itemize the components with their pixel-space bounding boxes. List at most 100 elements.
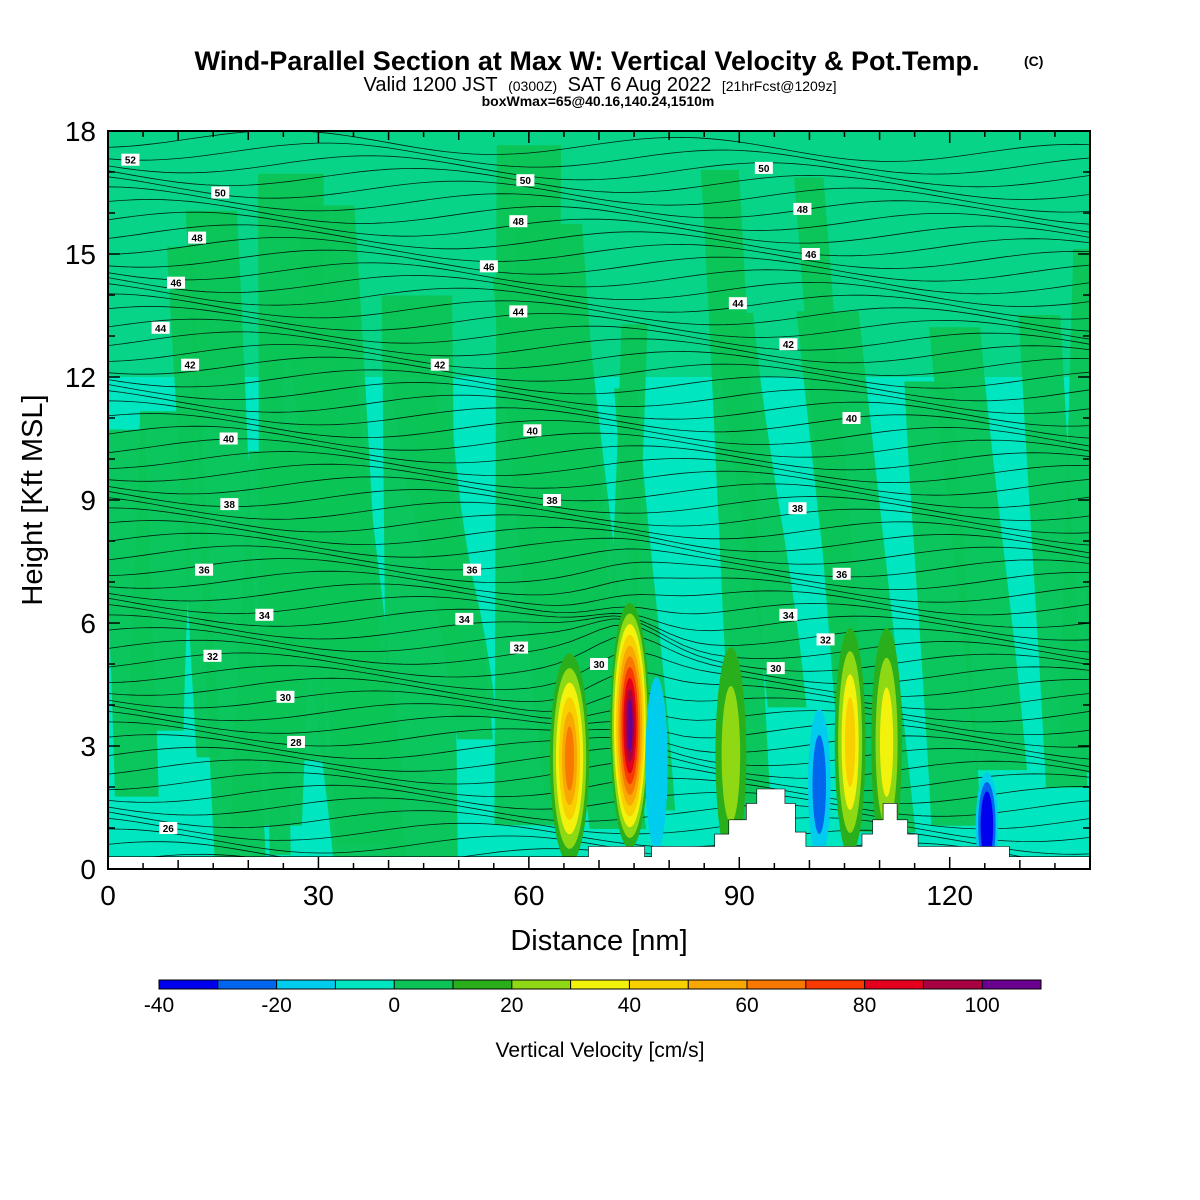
contour-label-bg: [766, 662, 785, 675]
theta-contour: [108, 545, 1090, 578]
theta-contour: [108, 186, 1090, 225]
colorbar-tick-label: -20: [261, 994, 291, 1017]
contour-label: 44: [732, 299, 744, 310]
contour-label: 30: [593, 660, 605, 671]
theta-contour: [108, 390, 1090, 427]
colorbar-tick-label: 60: [735, 994, 758, 1017]
colorbar-swatch: [747, 980, 806, 989]
subtitle-date: SAT 6 Aug 2022: [568, 74, 712, 96]
x-tick-label: 90: [724, 880, 755, 911]
theta-contour: [108, 558, 1090, 591]
field-streak: [904, 381, 981, 826]
contour-label-bg: [463, 563, 482, 576]
field-streak: [280, 432, 408, 863]
theta-contour: [108, 211, 1090, 244]
theta-contour: [108, 142, 1090, 175]
colorbar-swatch: [511, 980, 571, 989]
theta-contour: [108, 155, 1090, 188]
contour-label-bg: [510, 641, 529, 654]
contour-label: 28: [290, 738, 302, 749]
y-axis-title: Height [Kft MSL]: [17, 394, 49, 605]
box-wmax-info: boxWmax=65@40.16,140.24,1510m: [482, 93, 715, 109]
contour-label: 38: [224, 500, 236, 511]
contour-label: 50: [215, 189, 227, 200]
contour-label-bg: [842, 412, 861, 424]
contour-label-bg: [728, 297, 747, 310]
theta-contour: [108, 382, 1090, 414]
contour-label-bg: [211, 186, 230, 199]
contour-label: 50: [758, 164, 770, 175]
contour-label: 42: [434, 361, 446, 372]
contour-label-bg: [523, 424, 542, 437]
colorbar-swatch: [982, 980, 1041, 989]
colorbar-swatch: [570, 980, 630, 989]
theta-contour: [108, 167, 1090, 200]
contour-label: 44: [155, 324, 167, 335]
title-mark: (C): [1024, 53, 1043, 69]
theta-contour: [108, 463, 1090, 496]
theta-contour: [108, 369, 1090, 402]
colorbar-title: Vertical Velocity [cm/s]: [496, 1039, 705, 1062]
contour-label: 40: [223, 435, 235, 446]
contour-label: 34: [459, 615, 471, 626]
contour-label: 34: [783, 611, 795, 622]
theta-contour: [108, 746, 1090, 779]
contour-label: 48: [513, 217, 525, 228]
contour-label-bg: [543, 494, 562, 506]
contour-label-bg: [220, 498, 239, 511]
colorbar-tick-label: 0: [388, 994, 400, 1017]
contour-label-bg: [779, 338, 798, 351]
contour-label-bg: [203, 649, 222, 662]
contour-label: 48: [797, 205, 809, 216]
theta-contour: [108, 784, 1090, 817]
contour-label-bg: [181, 358, 200, 371]
theta-contour: [108, 635, 1090, 685]
contour-label: 36: [466, 566, 478, 577]
contour-label: 42: [783, 340, 795, 351]
contour-label-bg: [754, 161, 773, 174]
colorbar-swatch: [805, 980, 865, 989]
terrain-profile: [108, 788, 1090, 869]
colorbar-swatch: [629, 980, 689, 989]
contour-label: 30: [770, 664, 782, 675]
theta-contour: [108, 318, 1090, 351]
theta-contour: [108, 293, 1090, 332]
x-axis-title: Distance [nm]: [510, 925, 687, 957]
subtitle-valid: Valid 1200 JST: [364, 74, 498, 96]
downdraft-core: [645, 677, 668, 851]
updraft-core: [879, 687, 894, 797]
updraft-core: [721, 685, 741, 823]
theta-contour: [108, 703, 1090, 736]
contour-label: 32: [513, 644, 525, 655]
updraft-core: [627, 699, 633, 753]
y-tick-label: 3: [80, 731, 96, 762]
x-tick-label: 30: [303, 880, 334, 911]
theta-contour: [108, 618, 1090, 661]
contour-label: 30: [280, 693, 292, 704]
theta-contours: [108, 131, 1090, 869]
x-tick-label: 120: [926, 880, 973, 911]
contour-label-bg: [219, 432, 238, 445]
theta-contour: [108, 671, 1090, 710]
theta-contour: [108, 690, 1090, 723]
contour-label-bg: [255, 608, 274, 621]
theta-contour: [108, 344, 1090, 376]
theta-contour: [108, 759, 1090, 792]
contour-label-bg: [788, 502, 807, 515]
contour-label: 46: [170, 279, 182, 290]
contour-label: 32: [820, 635, 832, 646]
theta-contour: [108, 274, 1090, 307]
contour-label-bg: [121, 153, 140, 166]
theta-contour: [108, 817, 1090, 855]
theta-contour: [108, 331, 1090, 364]
theta-contour: [108, 413, 1090, 447]
contour-label: 40: [527, 426, 539, 437]
contour-label: 38: [546, 496, 558, 507]
colorbar-tick-label: 80: [853, 994, 876, 1017]
contour-label-bg: [509, 215, 528, 228]
contour-label: 46: [805, 250, 817, 261]
contour-label-bg: [832, 567, 851, 580]
contour-label: 26: [163, 824, 175, 835]
